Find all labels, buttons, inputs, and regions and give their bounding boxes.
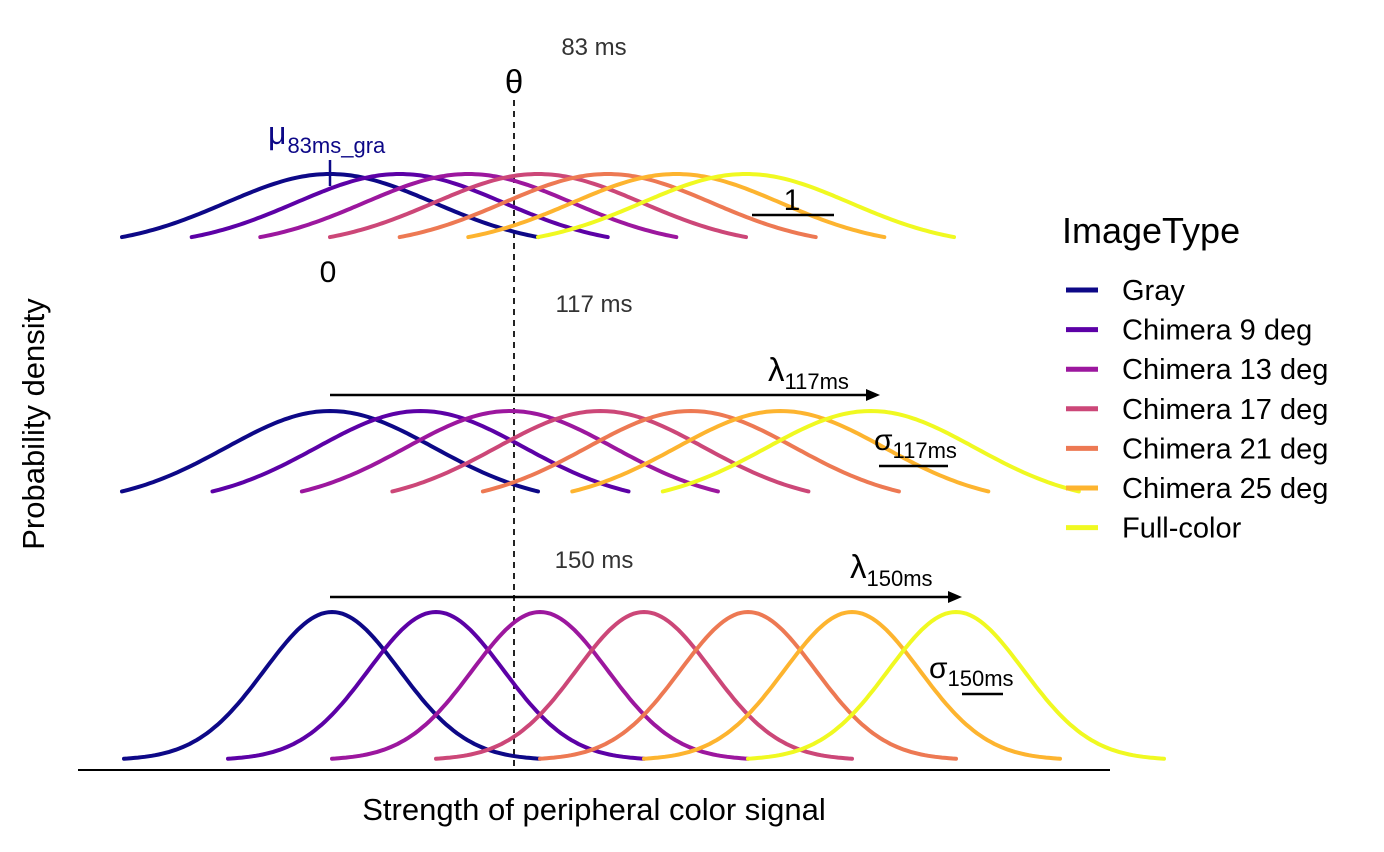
sigma-150-annotation: σ150ms [929, 652, 1014, 696]
legend-label-full-color: Full-color [1122, 513, 1242, 545]
density-curve-0-chimera-17-deg [328, 172, 748, 240]
panel-title-117ms: 117 ms [556, 291, 633, 318]
legend-label-chimera-17-deg: Chimera 17 deg [1122, 394, 1328, 426]
density-curve-0-chimera-9-deg [189, 172, 610, 240]
density-curve-2-chimera-25-deg [642, 609, 1062, 761]
density-curve-1-full-color [660, 408, 1081, 494]
sigma-150-symbol: σ [929, 652, 948, 685]
legend-label-chimera-25-deg: Chimera 25 deg [1122, 473, 1328, 505]
lambda-150-annotation: λ150ms [330, 548, 962, 603]
mu-symbol: μ [268, 115, 286, 151]
svg-text:σ150ms: σ150ms [929, 652, 1014, 691]
density-curve-1-chimera-9-deg [210, 408, 631, 494]
legend-label-chimera-21-deg: Chimera 21 deg [1122, 433, 1328, 465]
x-axis-title: Strength of peripheral color signal [362, 792, 826, 827]
density-curve-0-chimera-13-deg [258, 172, 679, 240]
zero-label: 0 [320, 256, 337, 289]
svg-text:σ117ms: σ117ms [874, 424, 957, 463]
legend-label-gray: Gray [1122, 275, 1185, 307]
panel-title-83ms: 83 ms [561, 34, 626, 61]
sigma-117-subscript: 117ms [893, 438, 957, 463]
lambda-117-annotation: λ117ms [330, 351, 880, 401]
lambda-117-symbol: λ [768, 351, 785, 388]
svg-text:λ150ms: λ150ms [850, 548, 933, 591]
legend-label-chimera-9-deg: Chimera 9 deg [1122, 315, 1312, 347]
density-curves [120, 172, 1166, 761]
density-curve-0-chimera-21-deg [397, 172, 818, 240]
lambda-150-subscript: 150ms [867, 566, 933, 591]
lambda-117-subscript: 117ms [785, 369, 849, 394]
density-curve-0-chimera-25-deg [466, 172, 887, 240]
unit-annotation: 1 [752, 184, 834, 217]
legend-label-chimera-13-deg: Chimera 13 deg [1122, 354, 1328, 386]
svg-text:λ117ms: λ117ms [768, 351, 849, 394]
density-curve-1-chimera-21-deg [480, 408, 901, 494]
sigma-150-subscript: 150ms [948, 666, 1014, 691]
density-curve-2-gray [122, 609, 542, 761]
mu-subscript: 83ms_gra [287, 133, 386, 158]
threshold-label: θ [505, 63, 523, 100]
y-axis-title: Probability density [16, 298, 51, 550]
mu-annotation: μ83ms_gra [268, 115, 386, 186]
legend: ImageType Gray Chimera 9 deg Chimera 13 de… [1062, 210, 1328, 545]
sigma-117-annotation: σ117ms [874, 424, 957, 468]
legend-title: ImageType [1062, 210, 1240, 251]
density-curve-2-chimera-9-deg [226, 609, 646, 761]
density-curve-2-chimera-21-deg [538, 609, 958, 761]
density-curve-0-full-color [536, 172, 956, 240]
lambda-150-symbol: λ [850, 548, 867, 585]
unit-label: 1 [784, 184, 801, 217]
panel-title-150ms: 150 ms [555, 547, 634, 574]
density-curve-1-chimera-13-deg [299, 408, 720, 494]
svg-text:μ83ms_gra: μ83ms_gra [268, 115, 386, 158]
density-curve-1-chimera-17-deg [390, 408, 811, 494]
density-curve-2-chimera-13-deg [330, 609, 750, 761]
density-curve-2-full-color [746, 609, 1166, 761]
density-curve-1-gray [120, 408, 540, 494]
sigma-117-symbol: σ [874, 424, 893, 457]
density-curve-2-chimera-17-deg [434, 609, 854, 761]
